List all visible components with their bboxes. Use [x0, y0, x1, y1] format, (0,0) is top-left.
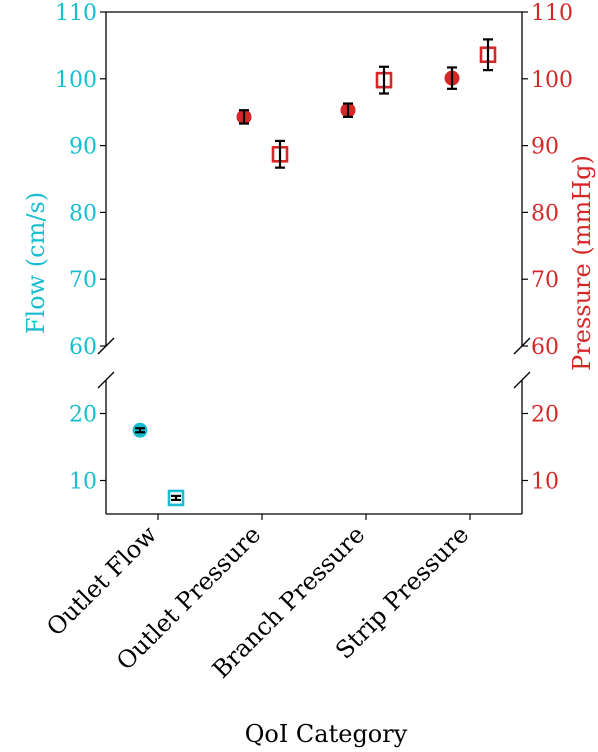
upper-y-tick-label-right: 100 [531, 68, 573, 93]
lower-y-tick-label-right: 20 [531, 403, 559, 428]
upper-y-tick-label-right: 80 [531, 201, 559, 226]
upper-y-tick-label-left: 100 [55, 68, 97, 93]
lower-panel [105, 380, 523, 515]
upper-y-tick-label-left: 110 [55, 1, 97, 26]
upper-y-tick-label-right: 90 [531, 135, 559, 160]
break-mark-lower-left [97, 371, 115, 389]
upper-y-tick-label-right: 60 [531, 335, 559, 360]
upper-y-tick-label-left: 80 [69, 201, 97, 226]
break-mark-lower-right [513, 371, 531, 389]
upper-y-ticks: 60 60 70 70 80 80 90 90 100 100 110 110 [55, 1, 573, 360]
lower-y-ticks: 10 10 20 20 [69, 403, 559, 495]
y-axis-label-right: Pressure (mmHg) [568, 155, 596, 371]
upper-y-tick-label-left: 90 [69, 135, 97, 160]
square-marker [167, 489, 185, 507]
lower-y-tick-label-right: 10 [531, 470, 559, 495]
upper-y-tick-label-left: 70 [69, 268, 97, 293]
upper-panel [105, 11, 523, 346]
data-marks [132, 38, 497, 507]
axis-break-marks [97, 337, 531, 389]
x-axis-label: QoI Category [245, 720, 408, 748]
upper-y-tick-label-left: 60 [69, 335, 97, 360]
lower-y-tick-label-left: 20 [69, 403, 97, 428]
upper-y-tick-label-right: 110 [531, 1, 573, 26]
upper-y-tick-label-right: 70 [531, 268, 559, 293]
y-axis-label-left: Flow (cm/s) [22, 192, 50, 334]
lower-y-tick-label-left: 10 [69, 470, 97, 495]
